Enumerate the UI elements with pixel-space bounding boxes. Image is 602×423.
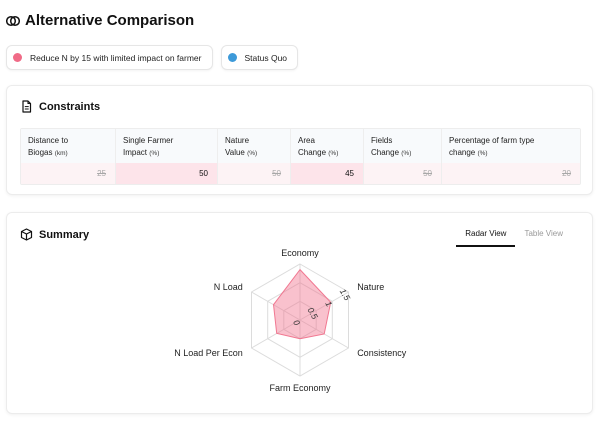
unit: (%) — [328, 150, 339, 157]
radar-spoke — [251, 319, 301, 349]
tab-radar-view[interactable]: Radar View — [456, 227, 516, 247]
legend-label: Reduce N by 15 with limited impact on fa… — [30, 52, 202, 63]
unit: (%) — [477, 150, 488, 157]
radar-tick-label: 1 — [323, 299, 334, 308]
constraints-value-row: 25 50 50 45 50 20 — [21, 163, 580, 184]
header-line: Biogas (km) — [28, 147, 115, 160]
radar-axis-label: Consistency — [357, 348, 407, 358]
header-line: Fields — [371, 136, 393, 145]
header-line: Impact (%) — [123, 147, 217, 160]
page-title: Alternative Comparison — [25, 12, 195, 29]
column-header: Single Farmer Impact (%) — [116, 129, 218, 163]
value-nature-value[interactable]: 50 — [218, 163, 291, 184]
tab-table-view[interactable]: Table View — [524, 229, 563, 238]
unit: (%) — [401, 150, 412, 157]
constraints-header-row: Distance to Biogas (km) Single Farmer Im… — [21, 129, 580, 163]
constraints-header: Constraints — [20, 100, 100, 113]
header-line: Change (%) — [371, 147, 441, 160]
unit: (km) — [54, 150, 68, 157]
radar-axis-label: Economy — [281, 248, 319, 258]
legend-item-reduce-n[interactable]: Reduce N by 15 with limited impact on fa… — [6, 45, 213, 70]
constraints-table: Distance to Biogas (km) Single Farmer Im… — [20, 128, 581, 185]
column-header: Area Change (%) — [291, 129, 364, 163]
radar-axis-label: N Load — [214, 282, 243, 292]
radar-tick-label: 1.5 — [338, 287, 353, 302]
legend: Reduce N by 15 with limited impact on fa… — [6, 45, 299, 70]
radar-axis-label: Nature — [357, 282, 384, 292]
radar-axis-label: N Load Per Econ — [174, 348, 243, 358]
value-fields-change[interactable]: 50 — [364, 163, 442, 184]
header-line: Distance to — [28, 136, 69, 145]
summary-header: Summary — [20, 228, 89, 241]
column-header: Percentage of farm type change (%) — [442, 129, 580, 163]
compare-icon — [6, 15, 20, 26]
value-distance-to-biogas[interactable]: 25 — [21, 163, 116, 184]
value-farm-type-change[interactable]: 20 — [442, 163, 580, 184]
legend-dot — [13, 53, 22, 62]
value-area-change[interactable]: 45 — [291, 163, 364, 184]
legend-label: Status Quo — [244, 52, 288, 63]
column-header: Nature Value (%) — [218, 129, 291, 163]
header-line: Value (%) — [225, 147, 290, 160]
header-line-2: change — [449, 148, 476, 157]
radar-spoke — [299, 291, 349, 321]
summary-card: Summary Radar View Table View 0 0.5 1 1.5 Ec… — [6, 212, 593, 414]
legend-dot — [227, 53, 237, 62]
unit: (%) — [247, 150, 258, 157]
column-header: Fields Change (%) — [364, 129, 442, 163]
radar-series-area — [272, 268, 332, 340]
header-line: Percentage of farm type — [449, 136, 535, 145]
column-header: Distance to Biogas (km) — [21, 129, 116, 163]
constraints-card: Constraints Distance to Biogas (km) Sing… — [6, 85, 593, 195]
radar-axis-label: Farm Economy — [269, 383, 331, 393]
header-line-2: Biogas — [28, 148, 53, 157]
unit: (%) — [149, 150, 160, 157]
header-line: Nature — [225, 136, 250, 145]
constraints-title: Constraints — [39, 100, 101, 113]
header-line: change (%) — [449, 147, 580, 160]
header-line: Area — [298, 136, 315, 145]
header-line: Change (%) — [298, 147, 363, 160]
header-line: Single Farmer — [123, 136, 174, 145]
radar-tick-label: 0 — [291, 318, 302, 327]
header-line-2: Impact — [123, 148, 148, 157]
document-icon — [22, 100, 32, 113]
cube-icon — [20, 228, 33, 241]
page-header: Alternative Comparison — [6, 12, 194, 29]
legend-item-status-quo[interactable]: Status Quo — [220, 45, 299, 70]
header-line-2: Value — [225, 148, 245, 157]
value-single-farmer-impact[interactable]: 50 — [116, 163, 218, 184]
view-tabs: Radar View Table View — [456, 227, 572, 247]
summary-title: Summary — [39, 228, 90, 241]
header-line-2: Change — [298, 148, 327, 157]
radar-spoke — [251, 291, 301, 321]
header-line-2: Change — [371, 148, 400, 157]
